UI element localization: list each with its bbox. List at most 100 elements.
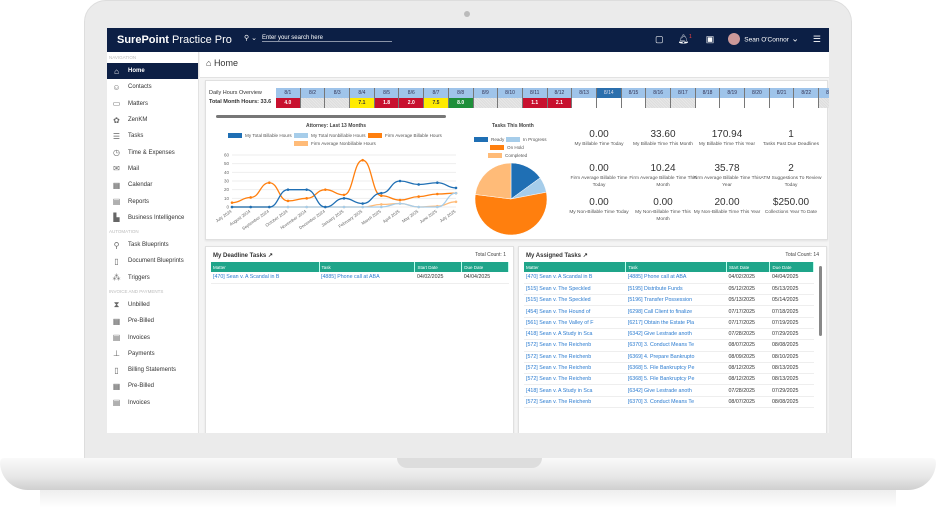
sidebar-item-tasks[interactable]: ☰ Tasks	[107, 128, 198, 144]
legend-my-total-nonbillable-hours[interactable]: My Total Nonbillable Hours	[294, 133, 366, 138]
matter-link[interactable]: [470] Sean v. A Scandal in B	[211, 272, 319, 284]
legend-firm-average-billable-hours[interactable]: Firm Average Billable Hours	[368, 133, 442, 138]
day-cell[interactable]: 8/12 2.1	[547, 88, 573, 108]
matter-link[interactable]: [515] Sean v. The Speckled	[524, 294, 626, 307]
table-row[interactable]: [572] Sean v. The Reichenb [6369] 4. Prep…	[524, 351, 814, 363]
legend-my-total-billable-hours[interactable]: My Total Billable Hours	[228, 133, 292, 138]
sidebar-item-calendar[interactable]: ▦ Calendar	[107, 177, 198, 193]
sidebar-item-pre-billed[interactable]: ▦ Pre-Billed	[107, 313, 198, 329]
legend-completed[interactable]: Completed	[488, 153, 527, 158]
day-cell[interactable]: 8/8 8.0	[448, 88, 474, 108]
task-link[interactable]: [6368] 5. File Bankruptcy Pe	[625, 362, 727, 375]
matter-link[interactable]: [572] Sean v. The Reichenb	[524, 396, 626, 409]
sidebar-item-unbilled[interactable]: ⧗ Unbilled	[107, 297, 198, 313]
column-header-due-date[interactable]: Due Date	[769, 262, 814, 272]
day-cell[interactable]: 8/18	[695, 88, 721, 108]
task-link[interactable]: [6370] 3. Conduct Means Te	[625, 339, 727, 352]
sidebar-item-zenkm[interactable]: ✿ ZenKM	[107, 112, 198, 128]
day-cell[interactable]: 8/15	[621, 88, 647, 108]
day-cell[interactable]: 8/16	[646, 88, 671, 108]
legend-in-progress[interactable]: In Progress	[506, 137, 547, 142]
user-menu[interactable]: Sean O'Connor ⌄	[728, 33, 799, 45]
task-link[interactable]: [4885] Phone call at ABA	[319, 272, 415, 284]
matter-link[interactable]: [572] Sean v. The Reichenb	[524, 362, 626, 375]
sidebar-item-pre-billed[interactable]: ▦ Pre-Billed	[107, 378, 198, 394]
task-link[interactable]: [6217] Obtain the Estate Pla	[625, 317, 727, 329]
vertical-scrollbar[interactable]	[819, 266, 822, 336]
task-link[interactable]: [5195] Distribute Funds	[625, 283, 727, 296]
day-cell[interactable]: 8/17	[671, 88, 696, 108]
column-header-start-date[interactable]: Start Date	[726, 262, 771, 272]
day-cell[interactable]: 8/4 7.1	[350, 88, 375, 108]
table-row[interactable]: [572] Sean v. The Reichenb [6368] 5. File…	[524, 362, 814, 375]
column-header-task[interactable]: Task	[319, 262, 416, 272]
day-cell[interactable]: 8/1 4.0	[276, 88, 301, 108]
matter-link[interactable]: [470] Sean v. A Scandal in B	[524, 272, 626, 284]
logo[interactable]: SurePoint Practice Pro	[117, 34, 232, 46]
sidebar-item-time-expenses[interactable]: ◷ Time & Expenses	[107, 144, 198, 160]
task-link[interactable]: [6370] 3. Conduct Means Te	[625, 396, 727, 409]
sidebar-item-matters[interactable]: ▭ Matters	[107, 96, 198, 112]
legend-ready[interactable]: Ready	[474, 137, 504, 142]
day-cell[interactable]: 8/6 2.0	[399, 88, 425, 108]
search-icon[interactable]: ⚲ ⌄	[244, 35, 257, 42]
table-row[interactable]: [470] Sean v. A Scandal in B [4885] Phone…	[524, 272, 814, 284]
matter-link[interactable]: [572] Sean v. The Reichenb	[524, 339, 626, 352]
matter-link[interactable]: [561] Sean v. The Valley of F	[524, 317, 626, 329]
matter-link[interactable]: [572] Sean v. The Reichenb	[524, 351, 626, 363]
table-row[interactable]: [515] Sean v. The Speckled [5195] Distrib…	[524, 283, 814, 296]
table-row[interactable]: [418] Sean v. A Study in Sca [6342] Give …	[524, 384, 814, 397]
sidebar-item-contacts[interactable]: ☺ Contacts	[107, 79, 198, 95]
table-row[interactable]: [572] Sean v. The Reichenb [6370] 3. Cond…	[524, 339, 814, 352]
sidebar-item-invoices[interactable]: ▤ Invoices	[107, 395, 198, 411]
task-link[interactable]: [6368] 5. File Bankruptcy Pe	[625, 373, 727, 386]
sidebar-item-payments[interactable]: ⊥ Payments	[107, 346, 198, 362]
notification-bell-icon[interactable]: 🔔︎1	[677, 33, 692, 44]
day-cell[interactable]: 8/2	[300, 88, 326, 108]
day-cell[interactable]: 8/19	[720, 88, 746, 108]
table-row[interactable]: [418] Sean v. A Study in Sca [6342] Give …	[524, 328, 814, 341]
day-cell[interactable]: 8/9	[473, 88, 499, 108]
legend-on-hold[interactable]: On Hold	[490, 145, 524, 150]
table-row[interactable]: [454] Sean v. The Hound of [6298] Call Cl…	[524, 305, 814, 318]
sidebar-item-invoices[interactable]: ▤ Invoices	[107, 329, 198, 345]
sidebar-item-business-intelligence[interactable]: ▙ Business Intelligence	[107, 210, 198, 226]
task-link[interactable]: [6342] Give Lestrade anoth	[625, 384, 727, 397]
task-link[interactable]: [4885] Phone call at ABA	[625, 272, 727, 284]
timer-icon[interactable]: ▣	[705, 33, 715, 44]
sidebar-item-reports[interactable]: ▤ Reports	[107, 193, 198, 209]
matter-link[interactable]: [418] Sean v. A Study in Sca	[524, 328, 626, 341]
search-input[interactable]: Enter your search here	[261, 35, 392, 42]
sidebar-item-triggers[interactable]: ⁂ Triggers	[107, 270, 198, 286]
day-cell[interactable]: 8/7 7.5	[424, 88, 449, 108]
panel-toggle-icon[interactable]: ☰	[812, 33, 821, 44]
table-row[interactable]: [515] Sean v. The Speckled [5196] Transfe…	[524, 294, 814, 307]
column-header-task[interactable]: Task	[625, 262, 727, 272]
column-header-due-date[interactable]: Due Date	[461, 262, 509, 272]
assigned-tasks-title[interactable]: My Assigned Tasks ↗	[526, 253, 588, 259]
day-cell[interactable]: 8/23	[819, 88, 829, 108]
chat-icon[interactable]: ▢	[655, 33, 664, 44]
table-row[interactable]: [572] Sean v. The Reichenb [6368] 5. File…	[524, 373, 814, 386]
column-header-matter[interactable]: Matter	[524, 262, 627, 272]
day-cell[interactable]: 8/14	[596, 88, 622, 108]
table-row[interactable]: [572] Sean v. The Reichenb [6370] 3. Cond…	[524, 396, 814, 409]
sidebar-item-mail[interactable]: ✉ Mail	[107, 161, 198, 177]
search-bar[interactable]: ⚲ ⌄ Enter your search here	[244, 34, 392, 42]
day-cell[interactable]: 8/13	[572, 88, 597, 108]
horizontal-scrollbar[interactable]	[212, 115, 822, 118]
matter-link[interactable]: [515] Sean v. The Speckled	[524, 283, 626, 296]
legend-firm-average-nonbillable-hours[interactable]: Firm Average Nonbillable Hours	[294, 141, 376, 146]
task-link[interactable]: [5196] Transfer Possession	[625, 294, 727, 307]
table-row[interactable]: [470] Sean v. A Scandal in B [4885] Phone…	[211, 272, 509, 284]
day-cell[interactable]: 8/22	[794, 88, 820, 108]
day-cell[interactable]: 8/3	[325, 88, 351, 108]
task-link[interactable]: [6298] Call Client to finalize	[625, 305, 727, 318]
sidebar-item-task-blueprints[interactable]: ⚲ Task Blueprints	[107, 237, 198, 253]
matter-link[interactable]: [418] Sean v. A Study in Sca	[524, 384, 626, 397]
sidebar-item-billing-statements[interactable]: ▯ Billing Statements	[107, 362, 198, 378]
table-row[interactable]: [561] Sean v. The Valley of F [6217] Obta…	[524, 317, 814, 329]
matter-link[interactable]: [454] Sean v. The Hound of	[524, 305, 626, 318]
sidebar-item-document-blueprints[interactable]: ▯ Document Blueprints	[107, 253, 198, 269]
task-link[interactable]: [6369] 4. Prepare Bankrupto	[625, 351, 727, 363]
